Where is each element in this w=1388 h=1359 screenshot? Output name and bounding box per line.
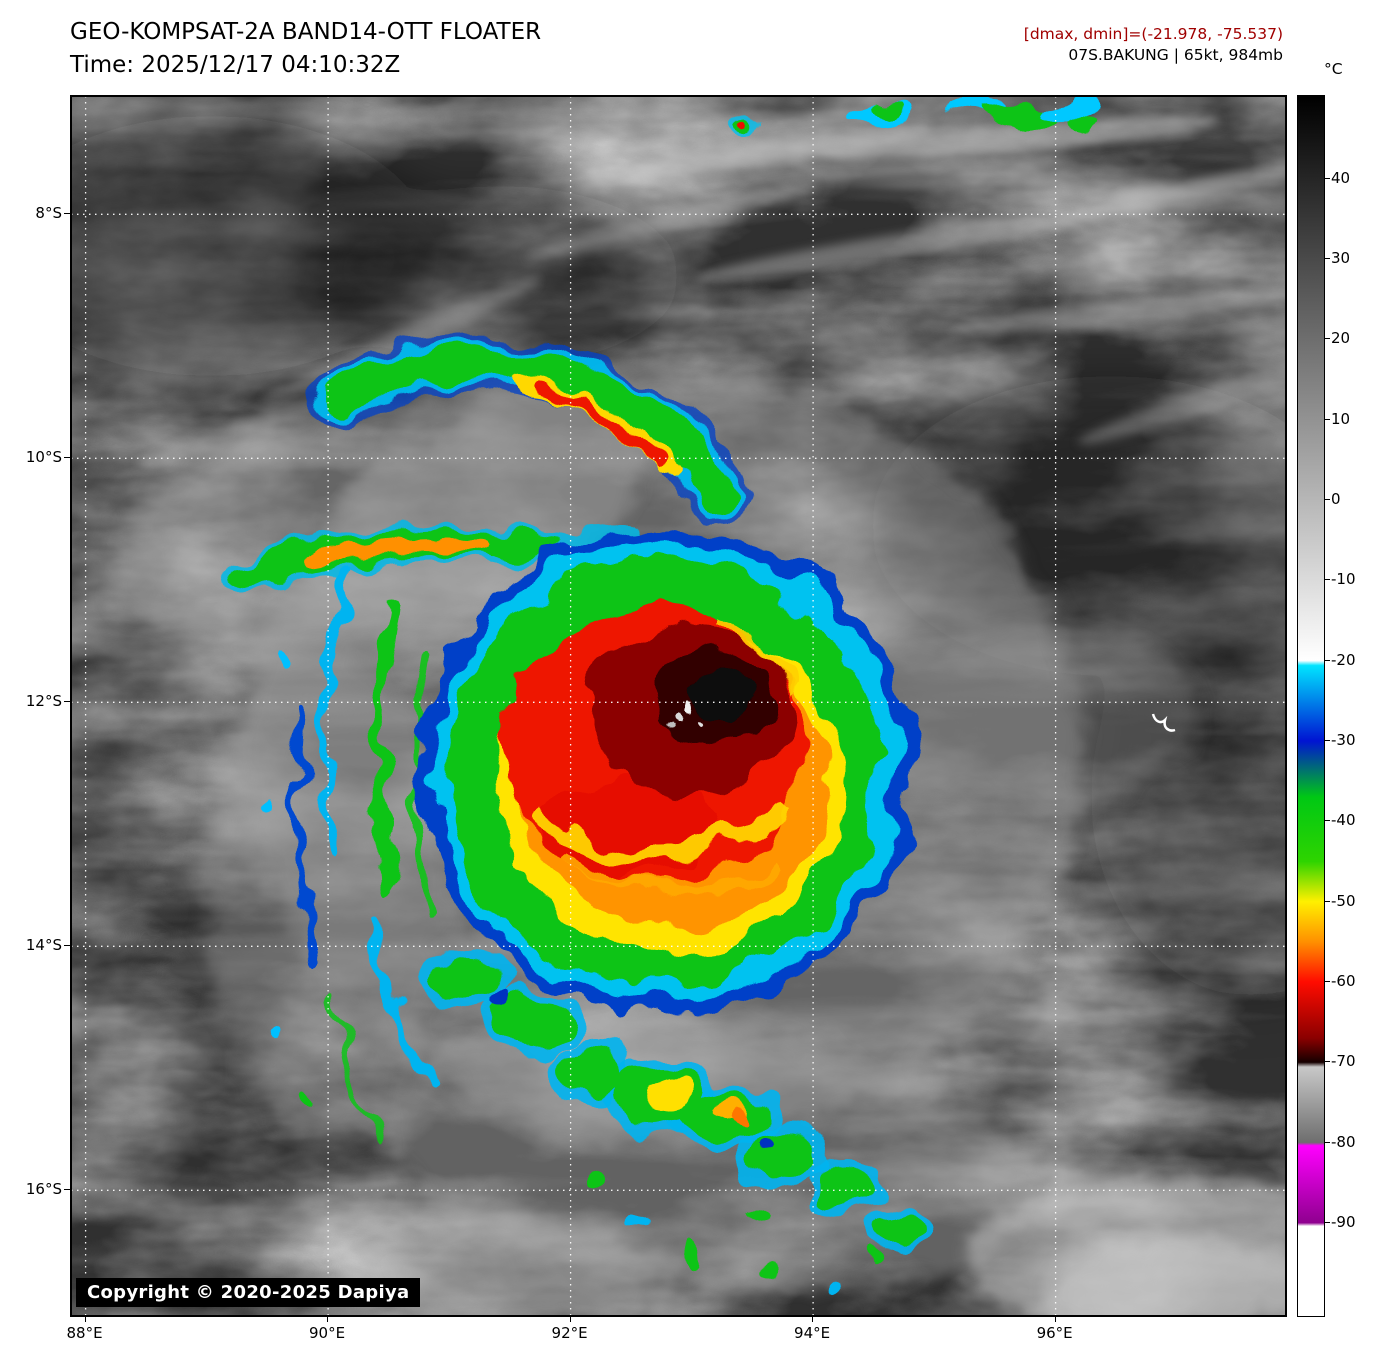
dmax-dmin-readout: [dmax, dmin]=(-21.978, -75.537) bbox=[1023, 25, 1283, 43]
title-block: GEO-KOMPSAT-2A BAND14-OTT FLOATER Time: … bbox=[70, 16, 541, 82]
lon-tick-label: 96°E bbox=[1036, 1324, 1073, 1342]
lon-tick-mark bbox=[1054, 1316, 1056, 1322]
colorbar-tick-label: -30 bbox=[1331, 730, 1356, 749]
lon-tick-label: 94°E bbox=[794, 1324, 831, 1342]
colorbar-unit-label: °C bbox=[1324, 60, 1343, 78]
colorbar-gradient bbox=[1298, 96, 1324, 1316]
colorbar-tick-label: -80 bbox=[1331, 1132, 1356, 1151]
lat-tick-label: 10°S bbox=[25, 448, 62, 467]
colorbar-tick-label: 40 bbox=[1331, 168, 1351, 187]
cyclone-core bbox=[418, 529, 914, 1013]
colorbar-tick-label: -60 bbox=[1331, 971, 1356, 990]
lat-tick-label: 14°S bbox=[25, 936, 62, 955]
colorbar-tick-mark bbox=[1325, 1141, 1330, 1143]
satellite-map: Copyright © 2020-2025 Dapiya bbox=[70, 95, 1287, 1317]
colorbar-tick-mark bbox=[1325, 820, 1330, 822]
lat-tick-label: 16°S bbox=[25, 1180, 62, 1199]
lon-tick-mark bbox=[812, 1316, 814, 1322]
colorbar-tick-mark bbox=[1325, 659, 1330, 661]
colorbar-tick-mark bbox=[1325, 258, 1330, 260]
lat-tick-mark bbox=[64, 213, 70, 215]
colorbar-tick-label: -50 bbox=[1331, 891, 1356, 910]
colorbar-tick-mark bbox=[1325, 1061, 1330, 1063]
storm-info: 07S.BAKUNG | 65kt, 984mb bbox=[1068, 46, 1283, 64]
lat-tick-label: 12°S bbox=[25, 692, 62, 711]
lon-tick-mark bbox=[84, 1316, 86, 1322]
satellite-image bbox=[71, 96, 1286, 1316]
lat-tick-mark bbox=[64, 945, 70, 947]
colorbar-tick-label: -10 bbox=[1331, 570, 1356, 589]
figure-timestamp: Time: 2025/12/17 04:10:32Z bbox=[70, 52, 401, 78]
lat-tick-label: 8°S bbox=[35, 204, 62, 223]
gray-cloud-masses bbox=[117, 366, 1286, 1316]
colorbar-tick-mark bbox=[1325, 177, 1330, 179]
copyright-badge: Copyright © 2020-2025 Dapiya bbox=[76, 1278, 421, 1307]
colorbar-tick-label: -40 bbox=[1331, 811, 1356, 830]
colorbar-tick-mark bbox=[1325, 739, 1330, 741]
colorbar-tick-mark bbox=[1325, 900, 1330, 902]
colorbar-tick-mark bbox=[1325, 338, 1330, 340]
colorbar-tick-mark bbox=[1325, 418, 1330, 420]
map-frame bbox=[71, 96, 1286, 1316]
lon-tick-label: 92°E bbox=[551, 1324, 588, 1342]
colorbar-tick-mark bbox=[1325, 1221, 1330, 1223]
lon-tick-label: 88°E bbox=[66, 1324, 103, 1342]
colorbar-tick-label: 10 bbox=[1331, 409, 1351, 428]
lat-tick-mark bbox=[64, 1189, 70, 1191]
colorbar-tick-label: 30 bbox=[1331, 249, 1351, 268]
lon-tick-label: 90°E bbox=[309, 1324, 346, 1342]
colorbar-tick-mark bbox=[1325, 498, 1330, 500]
colorbar-tick-label: 0 bbox=[1331, 489, 1341, 508]
latlon-gridlines bbox=[71, 96, 1286, 1316]
lon-tick-mark bbox=[569, 1316, 571, 1322]
colorbar-tick-label: -90 bbox=[1331, 1212, 1356, 1231]
header-right: [dmax, dmin]=(-21.978, -75.537) 07S.BAKU… bbox=[1024, 24, 1283, 66]
white-cloud-artifact bbox=[1151, 713, 1176, 732]
colorbar-tick-label: -70 bbox=[1331, 1052, 1356, 1071]
colorbar-tick-mark bbox=[1325, 579, 1330, 581]
colorbar bbox=[1297, 95, 1325, 1317]
colorbar-tick-label: 20 bbox=[1331, 329, 1351, 348]
figure-title: GEO-KOMPSAT-2A BAND14-OTT FLOATER bbox=[70, 19, 542, 45]
lat-tick-mark bbox=[64, 701, 70, 703]
lon-tick-mark bbox=[327, 1316, 329, 1322]
colorbar-tick-label: -20 bbox=[1331, 650, 1356, 669]
colorbar-tick-mark bbox=[1325, 980, 1330, 982]
lat-tick-mark bbox=[64, 457, 70, 459]
